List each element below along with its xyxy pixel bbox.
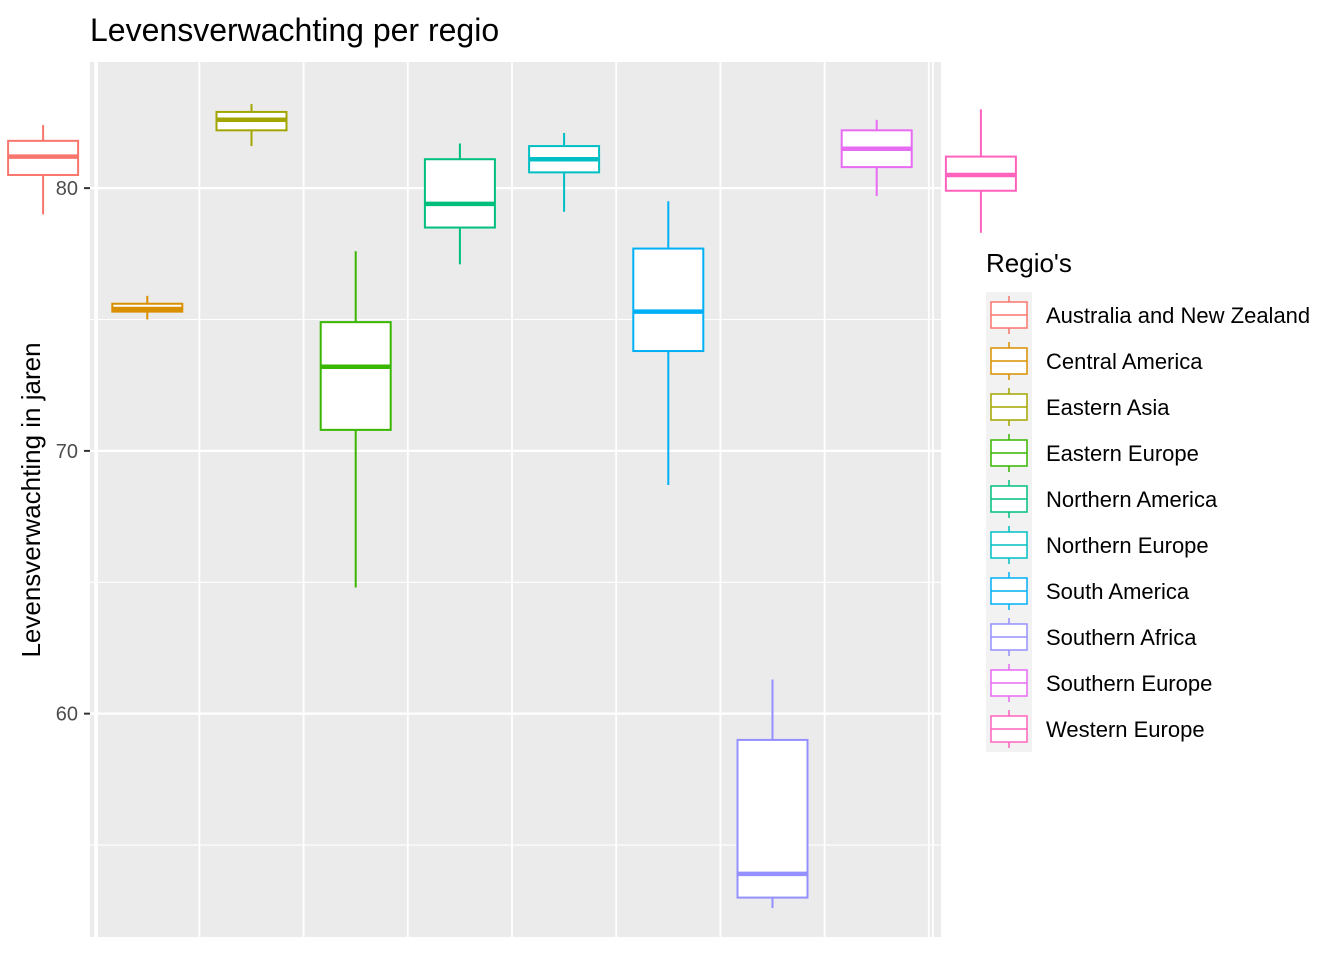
legend-item: Southern Africa [986,614,1197,660]
boxplot [7,125,80,215]
legend-item: South America [986,568,1190,614]
boxplot [944,109,1017,233]
boxplot [423,143,496,265]
y-axis: 60 70 80 [56,178,90,726]
legend-item: Southern Europe [986,660,1212,706]
legend-item: Eastern Asia [986,384,1170,430]
chart-title: Levensverwachting per regio [90,12,500,48]
box [632,247,705,353]
boxplot [840,119,913,197]
legend-label: Southern Africa [1046,625,1197,650]
legend-label: Central America [1046,349,1203,374]
y-tick-label: 60 [56,704,78,726]
boxplot [215,104,288,147]
box [423,158,496,229]
y-tick-label: 80 [56,178,78,200]
boxplot [528,132,601,212]
legend-item: Northern Europe [986,522,1209,568]
legend-title: Regio's [986,248,1072,278]
legend-label: Northern America [1046,487,1218,512]
boxplot-series [7,104,1017,909]
legend-item: Australia and New Zealand [986,292,1310,338]
boxplot [736,679,809,909]
legend-label: Southern Europe [1046,671,1212,696]
boxplot [319,251,392,588]
box [319,321,392,431]
plot-panel [90,62,1034,937]
y-axis-label: Levensverwachting in jaren [16,342,46,657]
legend-item: Central America [986,338,1203,384]
legend-label: Eastern Europe [1046,441,1199,466]
legend: Australia and New Zealand Central America… [986,292,1310,752]
box [736,738,809,899]
panel-background [90,62,941,937]
legend-label: South America [1046,579,1190,604]
legend-label: Northern Europe [1046,533,1209,558]
y-tick-label: 70 [56,441,78,463]
legend-label: Eastern Asia [1046,395,1170,420]
legend-item: Eastern Europe [986,430,1199,476]
boxplot [632,201,705,486]
boxplot [111,295,184,320]
legend-item: Western Europe [986,706,1205,752]
legend-label: Australia and New Zealand [1046,303,1310,328]
legend-label: Western Europe [1046,717,1205,742]
legend-item: Northern America [986,476,1218,522]
